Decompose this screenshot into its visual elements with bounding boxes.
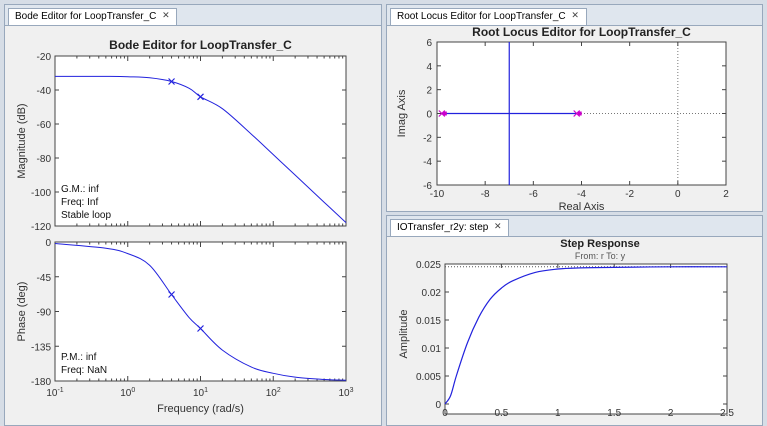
- magnitude-ytick-label: -40: [37, 86, 52, 97]
- step-response-panel: IOTransfer_r2y: step ✕ Step Response From…: [386, 215, 763, 426]
- rlocus-tab-strip: Root Locus Editor for LoopTransfer_C ✕: [387, 5, 762, 26]
- rlocus-tab-label: Root Locus Editor for LoopTransfer_C: [397, 11, 566, 22]
- root-locus-editor-panel: Root Locus Editor for LoopTransfer_C ✕ R…: [386, 4, 763, 212]
- xtick-label: 10-1: [46, 387, 63, 399]
- rlocus-ytick-label: 0: [426, 110, 432, 121]
- phase-margin-label: P.M.: inf: [61, 352, 97, 363]
- rlocus-xtick-label: 2: [723, 189, 729, 200]
- rlocus-ytick-label: -2: [423, 133, 432, 144]
- step-xtick-label: 0.5: [494, 408, 508, 419]
- rlocus-xtick-label: 0: [675, 189, 681, 200]
- bode-tab-strip: Bode Editor for LoopTransfer_C ✕: [5, 5, 381, 26]
- phase-ytick-label: -135: [31, 342, 51, 353]
- bode-plot[interactable]: Bode Editor for LoopTransfer_C -20 -40 -60 -…: [5, 26, 382, 426]
- close-icon[interactable]: ✕: [571, 10, 579, 20]
- step-tab-strip: IOTransfer_r2y: step ✕: [387, 216, 762, 237]
- step-response-curve: [444, 266, 728, 405]
- magnitude-ytick-label: -20: [37, 52, 52, 63]
- rlocus-xtick-label: -2: [625, 189, 634, 200]
- step-axes: [444, 263, 728, 415]
- phase-axes: [54, 241, 347, 382]
- step-xtick-label: 1: [555, 408, 561, 419]
- xtick-label: 100: [120, 387, 135, 399]
- tab-step-response[interactable]: IOTransfer_r2y: step ✕: [390, 219, 510, 236]
- magnitude-ytick-label: -120: [31, 222, 51, 233]
- magnitude-marker: [168, 78, 175, 85]
- step-ytick-label: 0.005: [416, 372, 441, 383]
- stability-status: Stable loop: [61, 210, 111, 221]
- bode-plot-area: Bode Editor for LoopTransfer_C -20 -40 -60 -…: [5, 26, 381, 425]
- bode-title: Bode Editor for LoopTransfer_C: [109, 38, 292, 52]
- step-ytick-label: 0.015: [416, 316, 441, 327]
- real-axis-label: Real Axis: [559, 201, 605, 212]
- phase-ytick-label: -180: [31, 377, 51, 388]
- phase-marker: [168, 291, 175, 298]
- step-subtitle: From: r To: y: [575, 251, 626, 261]
- xtick-label: 102: [266, 387, 281, 399]
- frequency-xlabel: Frequency (rad/s): [157, 403, 244, 415]
- gain-margin-label: G.M.: inf: [61, 184, 99, 195]
- step-xtick-label: 0: [442, 408, 448, 419]
- magnitude-ytick-label: -80: [37, 154, 52, 165]
- rlocus-ytick-label: -4: [423, 157, 432, 168]
- root-locus-plot[interactable]: Root Locus Editor for LoopTransfer_C-10-…: [387, 26, 763, 212]
- step-ytick-label: 0.025: [416, 260, 441, 271]
- xtick-label: 103: [338, 387, 353, 399]
- step-tab-label: IOTransfer_r2y: step: [397, 222, 489, 233]
- magnitude-ytick-label: -100: [31, 188, 51, 199]
- amplitude-ylabel: Amplitude: [398, 310, 410, 359]
- xtick-label: 101: [193, 387, 208, 399]
- step-ytick-label: 0.02: [422, 288, 442, 299]
- tab-root-locus-editor[interactable]: Root Locus Editor for LoopTransfer_C ✕: [390, 8, 587, 25]
- closed-loop-pole-marker: [442, 111, 447, 116]
- tab-bode-editor[interactable]: Bode Editor for LoopTransfer_C ✕: [8, 8, 178, 25]
- phase-margin-freq: Freq: NaN: [61, 365, 107, 376]
- step-ytick-label: 0.01: [422, 344, 442, 355]
- imag-axis-label: Imag Axis: [396, 89, 408, 137]
- magnitude-marker: [197, 93, 204, 101]
- magnitude-ylabel: Magnitude (dB): [16, 103, 28, 178]
- gain-margin-freq: Freq: Inf: [61, 197, 98, 208]
- phase-ylabel: Phase (deg): [16, 282, 28, 342]
- phase-ytick-label: -90: [37, 308, 52, 319]
- rlocus-xtick-label: -6: [529, 189, 538, 200]
- phase-marker: [197, 325, 204, 332]
- step-ytick-label: 0: [435, 400, 441, 411]
- magnitude-ytick-label: -60: [37, 120, 52, 131]
- rlocus-ytick-label: 4: [426, 62, 432, 73]
- rlocus-ytick-label: 6: [426, 38, 432, 49]
- bode-tab-label: Bode Editor for LoopTransfer_C: [15, 11, 157, 22]
- rlocus-plot-area: Root Locus Editor for LoopTransfer_C -10-…: [387, 26, 762, 211]
- closed-loop-pole-marker: [577, 111, 582, 116]
- close-icon[interactable]: ✕: [494, 221, 502, 231]
- magnitude-axes: [54, 55, 347, 227]
- phase-ytick-label: 0: [45, 238, 51, 249]
- root-locus-title: Root Locus Editor for LoopTransfer_C: [472, 26, 691, 39]
- rlocus-xtick-label: -4: [577, 189, 586, 200]
- phase-ytick-label: -45: [37, 273, 52, 284]
- close-icon[interactable]: ✕: [162, 10, 170, 20]
- step-xtick-label: 2: [668, 408, 674, 419]
- step-xtick-label: 2.5: [720, 408, 734, 419]
- step-xtick-label: 1.5: [607, 408, 621, 419]
- rlocus-xtick-label: -8: [481, 189, 490, 200]
- bode-editor-panel: Bode Editor for LoopTransfer_C ✕ Bode Ed…: [4, 4, 382, 426]
- rlocus-ytick-label: 2: [426, 86, 432, 97]
- step-title: Step Response: [560, 238, 639, 250]
- rlocus-ytick-label: -6: [423, 181, 432, 192]
- step-plot-area: Step Response From: r To: y 0.025 0.02 0.015…: [387, 237, 762, 425]
- rlocus-xtick-label: -10: [430, 189, 445, 200]
